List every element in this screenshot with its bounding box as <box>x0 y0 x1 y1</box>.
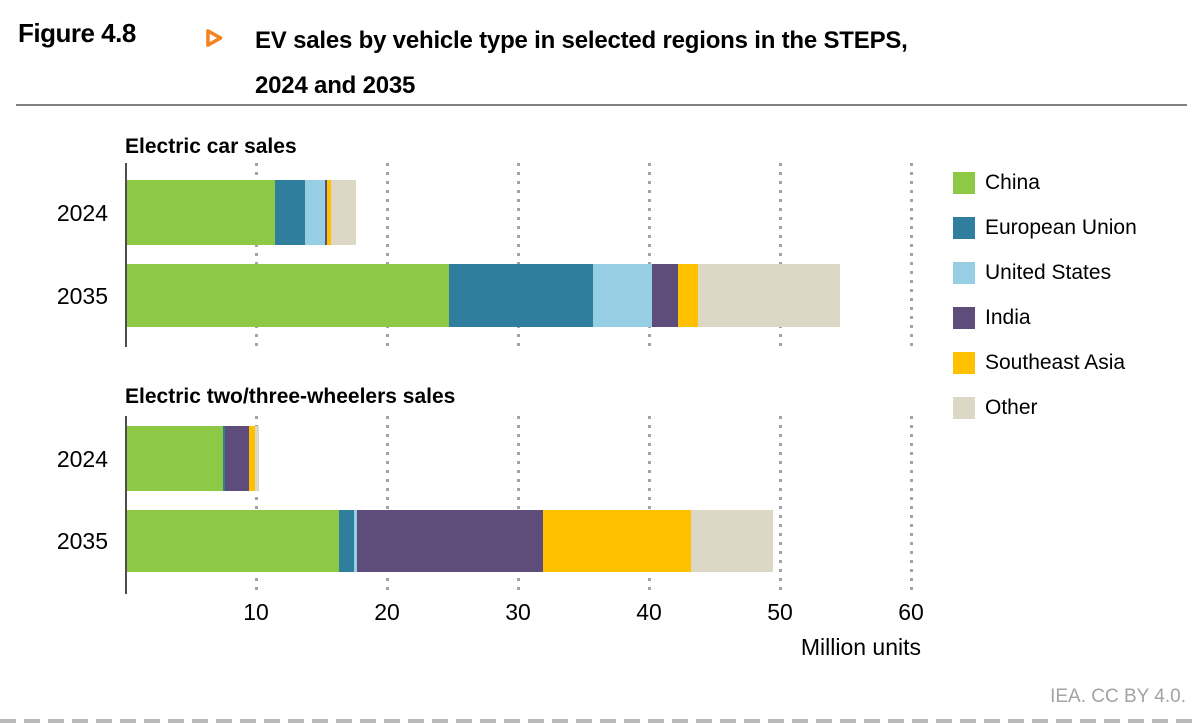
year-label: 2024 <box>56 445 108 472</box>
x-tick-label-50: 50 <box>767 599 793 625</box>
bar-segment-other <box>698 264 840 327</box>
x-axis-unit-label: Million units <box>800 634 921 660</box>
figure-title-line1: EV sales by vehicle type in selected reg… <box>255 27 908 54</box>
legend-swatch-icon <box>953 171 975 194</box>
legend: China European Union United States India Sou… <box>953 171 1137 441</box>
bar-segment-european-union <box>449 264 594 327</box>
bar-segment-european-union <box>222 426 226 491</box>
gridline-10 <box>255 163 258 347</box>
bar-segment-india <box>356 510 543 572</box>
legend-label: Southeast Asia <box>985 350 1126 374</box>
bar-segment-other <box>255 426 260 491</box>
figure-title: EV sales by vehicle type in selected reg… <box>255 18 975 108</box>
header-divider <box>16 104 1187 106</box>
panel-title-cars: Electric car sales <box>125 135 297 158</box>
y-axis-line <box>125 163 127 347</box>
bar-segment-southeast-asia <box>542 510 691 572</box>
figure-title-line2: 2024 and 2035 <box>255 72 416 99</box>
page-bottom-dashed-rule <box>0 719 1199 723</box>
bar-segment-china <box>127 180 276 245</box>
gridline-60 <box>910 416 913 594</box>
panel-title-two-three-wheelers: Electric two/three-wheelers sales <box>125 385 456 408</box>
year-label: 2035 <box>56 528 108 554</box>
gridline-30 <box>517 416 520 594</box>
x-tick-label-40: 40 <box>636 599 662 625</box>
x-tick-label-10: 10 <box>243 599 269 625</box>
figure-arrow-icon <box>206 29 223 47</box>
x-tick-label-30: 30 <box>505 599 531 625</box>
bar-segment-other <box>330 180 356 245</box>
bar-segment-united-states <box>593 264 653 327</box>
stacked-bar-2035 <box>127 510 774 572</box>
two-three-wheeler-sales-plot: 2024 2035 <box>57 416 913 594</box>
x-tick-label-60: 60 <box>898 599 924 625</box>
bar-segment-china <box>127 426 223 491</box>
bar-segment-united-states <box>353 510 357 572</box>
bar-segment-china <box>127 264 450 327</box>
legend-item: United States <box>953 261 1137 284</box>
figure-label: Figure 4.8 <box>18 18 136 48</box>
bar-segment-other <box>690 510 774 572</box>
legend-swatch-icon <box>953 396 975 419</box>
gridline-40 <box>648 416 651 594</box>
legend-item: Other <box>953 396 1137 419</box>
legend-label: Other <box>985 395 1038 419</box>
bar-segment-china <box>127 510 340 572</box>
gridline-60 <box>910 163 913 347</box>
legend-swatch-icon <box>953 306 975 329</box>
x-tick-label-20: 20 <box>374 599 400 625</box>
bar-segment-india <box>225 426 249 491</box>
legend-swatch-icon <box>953 261 975 284</box>
stacked-bar-2024 <box>127 180 356 245</box>
legend-swatch-icon <box>953 216 975 239</box>
bar-segment-european-union <box>339 510 354 572</box>
legend-label: China <box>985 170 1040 194</box>
bar-segment-india <box>324 180 327 245</box>
legend-label: European Union <box>985 215 1137 239</box>
legend-label: India <box>985 305 1031 329</box>
x-axis-ticks: 10 20 30 40 50 60 <box>125 599 924 625</box>
gridline-40 <box>648 163 651 347</box>
attribution-text: IEA. CC BY 4.0. <box>1050 686 1186 707</box>
bar-segment-southeast-asia <box>248 426 256 491</box>
year-label: 2024 <box>56 199 108 226</box>
car-sales-plot: 2024 2035 <box>57 163 913 347</box>
legend-swatch-icon <box>953 351 975 374</box>
stacked-bar-2035 <box>127 264 840 327</box>
gridline-20 <box>386 163 389 347</box>
legend-item: European Union <box>953 216 1137 239</box>
bar-segment-southeast-asia <box>678 264 699 327</box>
gridline-50 <box>779 163 782 347</box>
y-axis-line <box>125 416 127 594</box>
year-label: 2035 <box>56 282 108 309</box>
gridline-10 <box>255 416 258 594</box>
legend-item: India <box>953 306 1137 329</box>
gridline-50 <box>779 416 782 594</box>
gridline-30 <box>517 163 520 347</box>
bar-segment-india <box>652 264 679 327</box>
bar-segment-european-union <box>275 180 306 245</box>
legend-item: Southeast Asia <box>953 351 1137 374</box>
bar-segment-united-states <box>305 180 325 245</box>
gridline-20 <box>386 416 389 594</box>
legend-label: United States <box>985 260 1112 284</box>
bar-segment-southeast-asia <box>326 180 331 245</box>
legend-item: China <box>953 171 1137 194</box>
stacked-bar-2024 <box>127 426 260 491</box>
